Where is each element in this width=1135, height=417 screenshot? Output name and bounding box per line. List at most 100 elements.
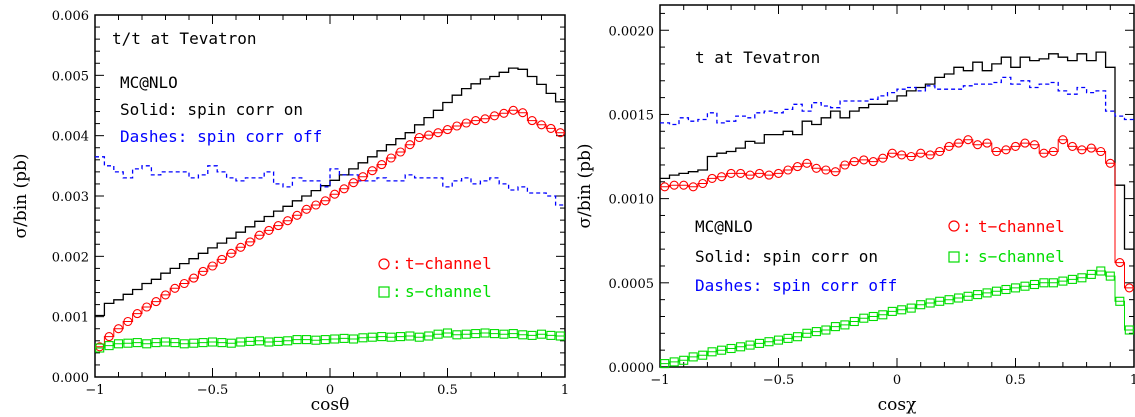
right-s-channel-point [897,305,907,315]
right-s-channel-point [830,322,840,332]
right-t-channel-point [954,138,964,148]
right-t-channel-point [963,135,973,145]
left-circle-histogram [95,109,565,348]
right-t-channel-point [1010,141,1021,151]
right-s-channel-point [1086,269,1096,279]
right-s-channel-point [973,290,983,300]
right-axis-ticks [659,5,1135,368]
right-t-channel-point [1001,145,1011,155]
right-t-channel-point [1039,148,1049,158]
left-t-channel-point [471,116,481,126]
right-series-group [660,51,1134,369]
right-s-channel-point [660,359,670,369]
right-t-channel-point [736,168,746,178]
right-t-channel-point [1067,141,1077,151]
left-s-channel-point [489,329,500,339]
right-t-channel-point [802,158,812,168]
right-s-channel-point [726,343,736,354]
left-t-channel-point [160,290,171,300]
right-s-channel-point [1124,325,1134,335]
left-s-channel-point [283,336,293,346]
left-t-channel-point [226,248,236,258]
left-t-channel-point [236,242,246,252]
left-s-channel-point [254,336,265,346]
right-annotation-generator: MC@NLO [695,217,753,236]
left-s-channel-point [386,332,396,342]
right-t-channel-point [821,165,831,175]
left-t-channel-point [367,166,377,176]
right-t-channel-point [868,157,878,167]
left-s-channel-point [132,338,142,348]
left-x-axis-label: cosθ [311,395,350,415]
right-t-channel-point [897,150,907,160]
right-s-channel-point [811,327,821,337]
right-s-channel-point [764,337,774,347]
left-t-channel-point [320,196,330,206]
left-s-channel-point [311,335,321,345]
right-square-histogram [660,270,1134,365]
left-s-channel-point [471,329,481,339]
right-s-channel-point [840,320,850,330]
right-y-tick-label: 0.0000 [609,361,655,376]
left-t-channel-point [217,254,227,264]
left-t-channel-point [245,237,255,247]
left-s-channel-point [292,335,302,345]
left-s-channel-point [461,329,471,339]
left-s-channel-point [170,338,180,348]
right-s-channel-point [963,291,973,301]
right-s-channel-point [1001,284,1011,295]
right-s-channel-point [1105,271,1115,281]
right-t-channel-point [973,140,983,150]
left-t-channel-point [536,120,547,130]
left-x-tick-label: −0.5 [197,383,229,398]
right-t-channel-point [1096,146,1106,157]
right-s-channel-point [1058,276,1068,286]
left-t-channel-point [273,221,283,231]
left-s-channel-point [245,336,255,346]
left-legend-colon-t: : [392,254,402,273]
left-t-channel-point [330,189,340,199]
right-t-channel-point [679,180,689,190]
right-s-channel-point [1039,278,1049,288]
left-s-channel-point [330,334,340,344]
left-s-channel-point [151,338,161,348]
left-t-channel-point [311,200,321,210]
left-title: t/t at Tevatron [112,29,257,48]
right-t-channel-point [887,148,897,158]
left-y-tick-label: 0.001 [52,311,89,326]
left-s-channel-point [95,343,105,353]
left-s-channel-point [480,328,490,338]
right-s-channel-point [1029,279,1040,290]
right-s-channel-point [1020,281,1030,291]
left-t-channel-point [292,210,302,220]
right-t-channel-point [935,146,945,157]
right-t-channel-point [764,170,774,180]
left-t-channel-point [198,266,208,276]
left-t-channel-point [480,114,490,124]
right-s-channel-point [849,316,859,327]
left-s-channel-point [377,332,387,342]
right-s-channel-point [773,335,784,345]
right-legend-square-marker [948,251,960,263]
right-t-channel-point [669,180,679,190]
right-t-channel-point [792,162,803,172]
right-t-channel-point [1077,145,1087,155]
right-s-channel-point [916,300,926,310]
left-s-channel-point [433,329,443,339]
right-s-channel-point [991,286,1002,296]
right-x-tick-label: −1 [650,373,669,388]
left-t-channel-point [301,204,312,214]
right-t-channel-point [688,182,698,192]
right-s-channel-point [745,340,755,350]
right-annotation-solid: Solid: spin corr on [695,247,878,266]
right-x-axis-label: cosχ [878,395,917,415]
left-t-channel-point [207,261,218,271]
right-t-channel-point [1124,283,1134,293]
left-s-channel-point [236,337,246,347]
right-t-channel-point [916,148,926,158]
left-s-channel-point [320,335,330,345]
right-t-channel-point [698,178,708,189]
left-s-channel-point [518,330,528,340]
right-s-channel-point [688,352,698,362]
